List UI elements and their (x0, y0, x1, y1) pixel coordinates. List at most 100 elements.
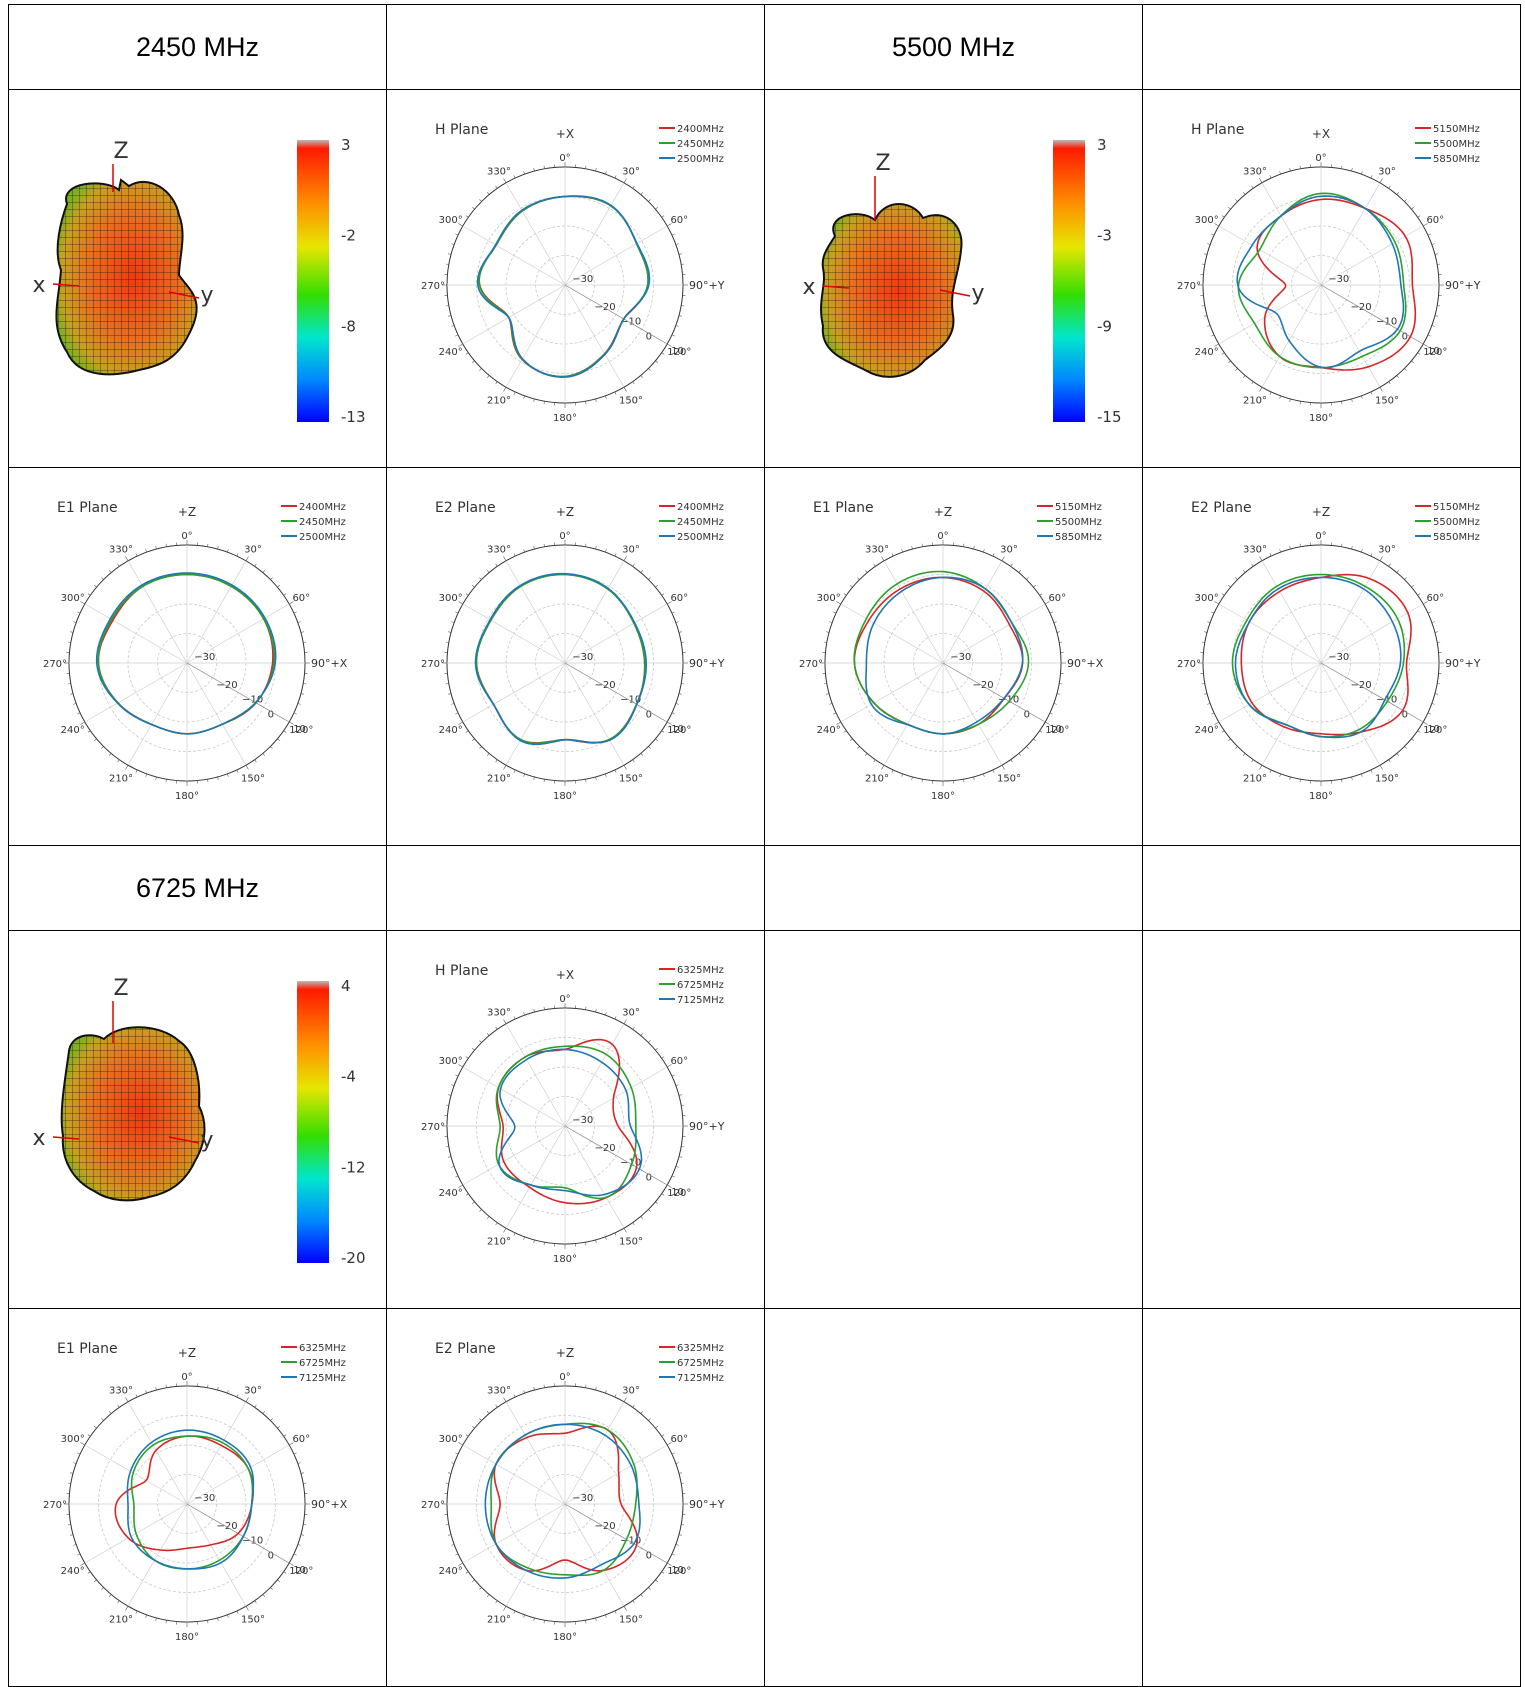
polar-chart: E1 Plane+Z0°30°60°90°+X120°150°180°210°2… (9, 468, 386, 845)
angle-label: 90°+Y (1445, 657, 1481, 670)
table-cell (1143, 1309, 1521, 1687)
angle-tick (829, 703, 832, 704)
angle-tick (448, 632, 451, 633)
radial-axis (1321, 285, 1423, 344)
angle-tick (263, 1594, 265, 1596)
angle-tick (1411, 361, 1413, 363)
angle-tick (466, 1435, 468, 1437)
angle-tick (624, 387, 627, 391)
angle-tick (88, 1572, 90, 1574)
legend-label: 5850MHz (1433, 154, 1480, 165)
angle-tick (284, 594, 286, 596)
angle-label: 90°+Y (689, 1498, 725, 1511)
angle-label: 60° (292, 593, 310, 604)
angle-tick (472, 1048, 474, 1050)
grid-spoke (943, 663, 1002, 765)
angle-tick (1397, 192, 1399, 194)
angle-tick (662, 353, 664, 355)
angle-tick (1411, 585, 1413, 587)
angle-tick (1222, 731, 1224, 733)
angle-tick (681, 1524, 684, 1525)
angle-tick (514, 392, 515, 395)
angle-tick (294, 1453, 297, 1454)
radial-tick-label: 0 (646, 1550, 652, 1561)
angle-tick (641, 192, 643, 194)
angle-tick (303, 642, 306, 643)
radial-tick-label: −20 (595, 680, 616, 691)
angle-tick (1228, 207, 1230, 209)
colorbar-tick-label: -9 (1097, 317, 1112, 335)
angle-tick (524, 1615, 525, 1618)
angle-tick (301, 694, 304, 695)
angle-tick (544, 401, 545, 404)
series-line (491, 1423, 637, 1575)
angle-tick (504, 1606, 507, 1610)
angle-label: 270° (43, 1500, 67, 1511)
angle-label: 210° (487, 1236, 511, 1247)
grid-spoke (187, 663, 246, 765)
angle-tick (655, 1426, 657, 1428)
angle-tick (514, 1611, 515, 1614)
angle-label: 150° (241, 1614, 265, 1625)
angle-tick (88, 731, 90, 733)
angle-tick (596, 1240, 597, 1243)
grid-spoke (187, 561, 246, 663)
angle-label: 90°+X (311, 1498, 348, 1511)
angle-tick (1361, 396, 1362, 399)
angle-tick (1202, 683, 1205, 684)
angle-tick (448, 1535, 451, 1536)
angle-tick (455, 1075, 458, 1076)
angle-label: 240° (439, 725, 463, 736)
angle-tick (496, 1405, 498, 1407)
angle-tick (912, 546, 913, 549)
angle-label: 0° (1315, 531, 1326, 542)
angle-tick (298, 1544, 301, 1545)
plot-title: E1 Plane (57, 500, 118, 516)
angle-tick (109, 1594, 111, 1596)
angle-tick (451, 1463, 454, 1464)
angle-tick (963, 779, 964, 782)
angle-label: 300° (439, 1056, 463, 1067)
angle-tick (472, 585, 474, 587)
angle-label: 240° (61, 1566, 85, 1577)
angle-tick (857, 577, 859, 579)
frequency-header: 5500 MHz (765, 5, 1142, 89)
angle-label: 330° (487, 1386, 511, 1397)
angle-tick (615, 1016, 616, 1019)
axis-label-x: x (32, 1126, 45, 1151)
angle-label: 240° (439, 1566, 463, 1577)
angle-tick (1260, 765, 1263, 769)
angle-tick (1300, 779, 1301, 782)
angle-tick (479, 1209, 481, 1211)
angle-tick (301, 1535, 304, 1536)
angle-tick (676, 1544, 679, 1545)
angle-tick (479, 746, 481, 748)
angle-tick (655, 361, 657, 363)
angle-tick (676, 622, 679, 623)
angle-tick (585, 544, 586, 547)
angle-label: 300° (439, 593, 463, 604)
angle-tick (1243, 192, 1245, 194)
angle-tick (237, 1394, 238, 1397)
angle-tick (1290, 777, 1291, 780)
angle-label: 150° (619, 395, 643, 406)
angle-tick (146, 549, 147, 552)
angle-tick (246, 765, 249, 769)
grid-spoke (463, 1504, 565, 1563)
angle-tick (1211, 612, 1214, 613)
series-line (854, 572, 1028, 734)
angle-tick (156, 1387, 157, 1390)
angle-tick (1204, 316, 1207, 317)
angle-tick (1243, 375, 1245, 377)
grid-spoke (128, 1504, 187, 1606)
angle-tick (1059, 683, 1062, 684)
top-axis-label: +X (556, 968, 574, 982)
angle-tick (487, 1594, 489, 1596)
radial-tick-label: −30 (1328, 274, 1349, 285)
table-cell (1143, 5, 1521, 90)
angle-tick (246, 1397, 249, 1401)
angle-tick (1361, 171, 1362, 174)
angle-tick (284, 1435, 286, 1437)
table-cell (765, 846, 1143, 931)
